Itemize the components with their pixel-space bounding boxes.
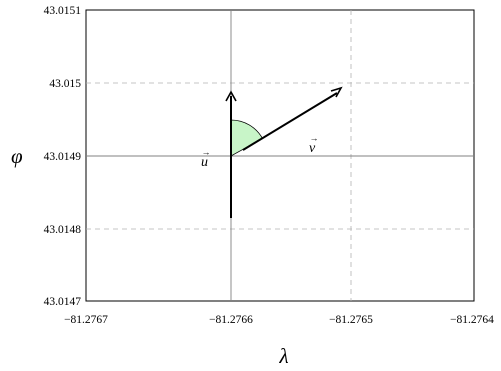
- x-axis-symbol: λ: [278, 344, 288, 368]
- vector-u-arrowhead: [225, 90, 237, 102]
- y-tick-label: 43.0148: [44, 224, 82, 236]
- y-tick-label: 43.0147: [44, 296, 82, 308]
- y-tick-label: 43.015: [49, 78, 81, 90]
- vector-u-label-arrow: →: [202, 147, 211, 157]
- y-tick-label: 43.0149: [44, 151, 82, 163]
- grid: [86, 10, 474, 301]
- x-tick-label: −81.2764: [450, 314, 494, 326]
- vector-v-label: v: [309, 141, 316, 156]
- vector-v-arrowhead: [330, 86, 343, 98]
- angle-wedge: [230, 119, 264, 157]
- x-tick-label: −81.2766: [209, 314, 253, 326]
- x-tick-labels: −81.2767 −81.2766 −81.2765 −81.2764: [64, 314, 494, 326]
- vector-v-line: [242, 92, 338, 151]
- plot-frame: [85, 9, 475, 302]
- x-tick-label: −81.2765: [329, 314, 373, 326]
- y-tick-label: 43.0151: [44, 5, 82, 17]
- vector-v-label-arrow: →: [310, 133, 319, 143]
- y-axis-symbol: φ: [11, 144, 23, 168]
- vector-u-label: u: [201, 155, 208, 170]
- x-tick-label: −81.2767: [64, 314, 108, 326]
- y-tick-labels: 43.0151 43.015 43.0149 43.0148 43.0147: [44, 5, 82, 308]
- center-lines: [86, 10, 474, 301]
